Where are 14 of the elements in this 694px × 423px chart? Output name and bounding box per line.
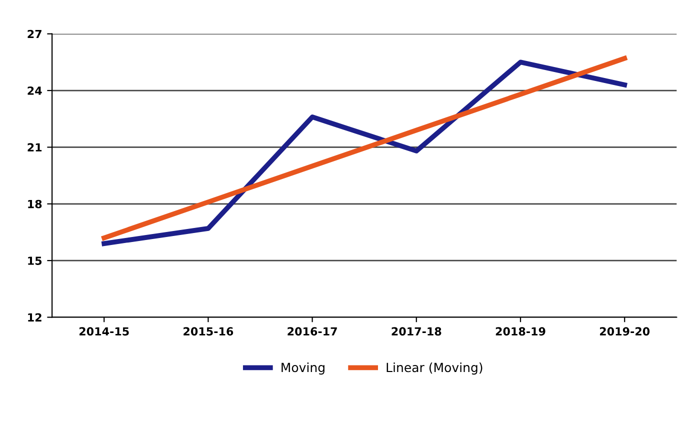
legend-label: Linear (Moving) [386,362,482,375]
x-tick-label: 2017-18 [392,327,442,336]
y-tick-label: 21 [28,143,42,152]
y-tick-label: 15 [28,256,42,265]
x-tick-label: 2019-20 [600,327,650,336]
y-tick-label: 24 [28,86,42,95]
legend-label: Moving [282,362,324,375]
x-tick-label: 2016-17 [288,327,337,336]
x-tick-label: 2015-16 [184,327,234,336]
x-tick-label: 2014-15 [79,327,129,336]
y-tick-label: 12 [28,313,42,322]
y-tick-label: 27 [28,30,42,38]
x-tick-label: 2018-19 [496,327,546,336]
y-tick-label: 18 [28,200,42,208]
